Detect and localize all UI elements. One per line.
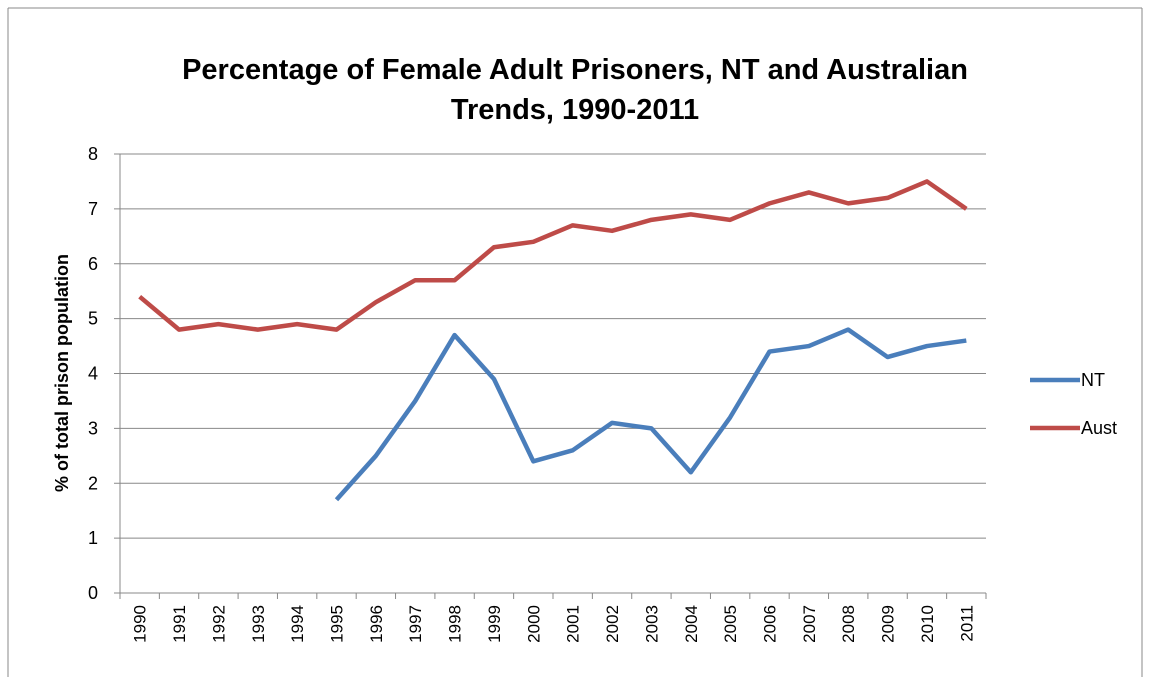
y-tick-label: 7	[88, 199, 98, 219]
x-tick-label: 1999	[485, 605, 504, 643]
x-tick-label: 1991	[170, 605, 189, 643]
y-tick-label: 2	[88, 473, 98, 493]
y-axis-label: % of total prison population	[52, 254, 72, 492]
x-tick-label: 2007	[800, 605, 819, 643]
x-tick-label: 1996	[367, 605, 386, 643]
x-tick-label: 1992	[209, 605, 228, 643]
series-line	[334, 327, 967, 502]
y-tick-label: 3	[88, 418, 98, 438]
y-tick-label: 0	[88, 583, 98, 603]
x-tick-label: 2004	[682, 605, 701, 643]
y-tick-label: 1	[88, 528, 98, 548]
x-tick-label: 2008	[839, 605, 858, 643]
x-tick-label: 1997	[406, 605, 425, 643]
y-tick-label: 4	[88, 364, 98, 384]
x-tick-label: 1993	[249, 605, 268, 643]
x-tick-label: 1995	[328, 605, 347, 643]
x-tick-label: 2001	[564, 605, 583, 643]
y-tick-label: 8	[88, 144, 98, 164]
legend-label: NT	[1081, 370, 1105, 390]
x-tick-label: 1990	[131, 605, 150, 643]
x-tick-label: 2006	[761, 605, 780, 643]
legend-label: Aust	[1081, 418, 1117, 438]
x-tick-label: 1994	[288, 605, 307, 643]
x-tick-label: 2011	[957, 605, 976, 642]
x-tick-label: 2005	[721, 605, 740, 643]
x-tick-label: 2002	[603, 605, 622, 643]
y-tick-label: 6	[88, 254, 98, 274]
x-tick-label: 2003	[642, 605, 661, 643]
x-tick-label: 2009	[879, 605, 898, 643]
x-tick-label: 2000	[524, 605, 543, 643]
y-tick-label: 5	[88, 309, 98, 329]
x-tick-label: 2010	[918, 605, 937, 643]
chart-title: Percentage of Female Adult Prisoners, NT…	[182, 54, 968, 126]
series-line	[138, 179, 968, 332]
x-tick-label: 1998	[446, 605, 465, 643]
